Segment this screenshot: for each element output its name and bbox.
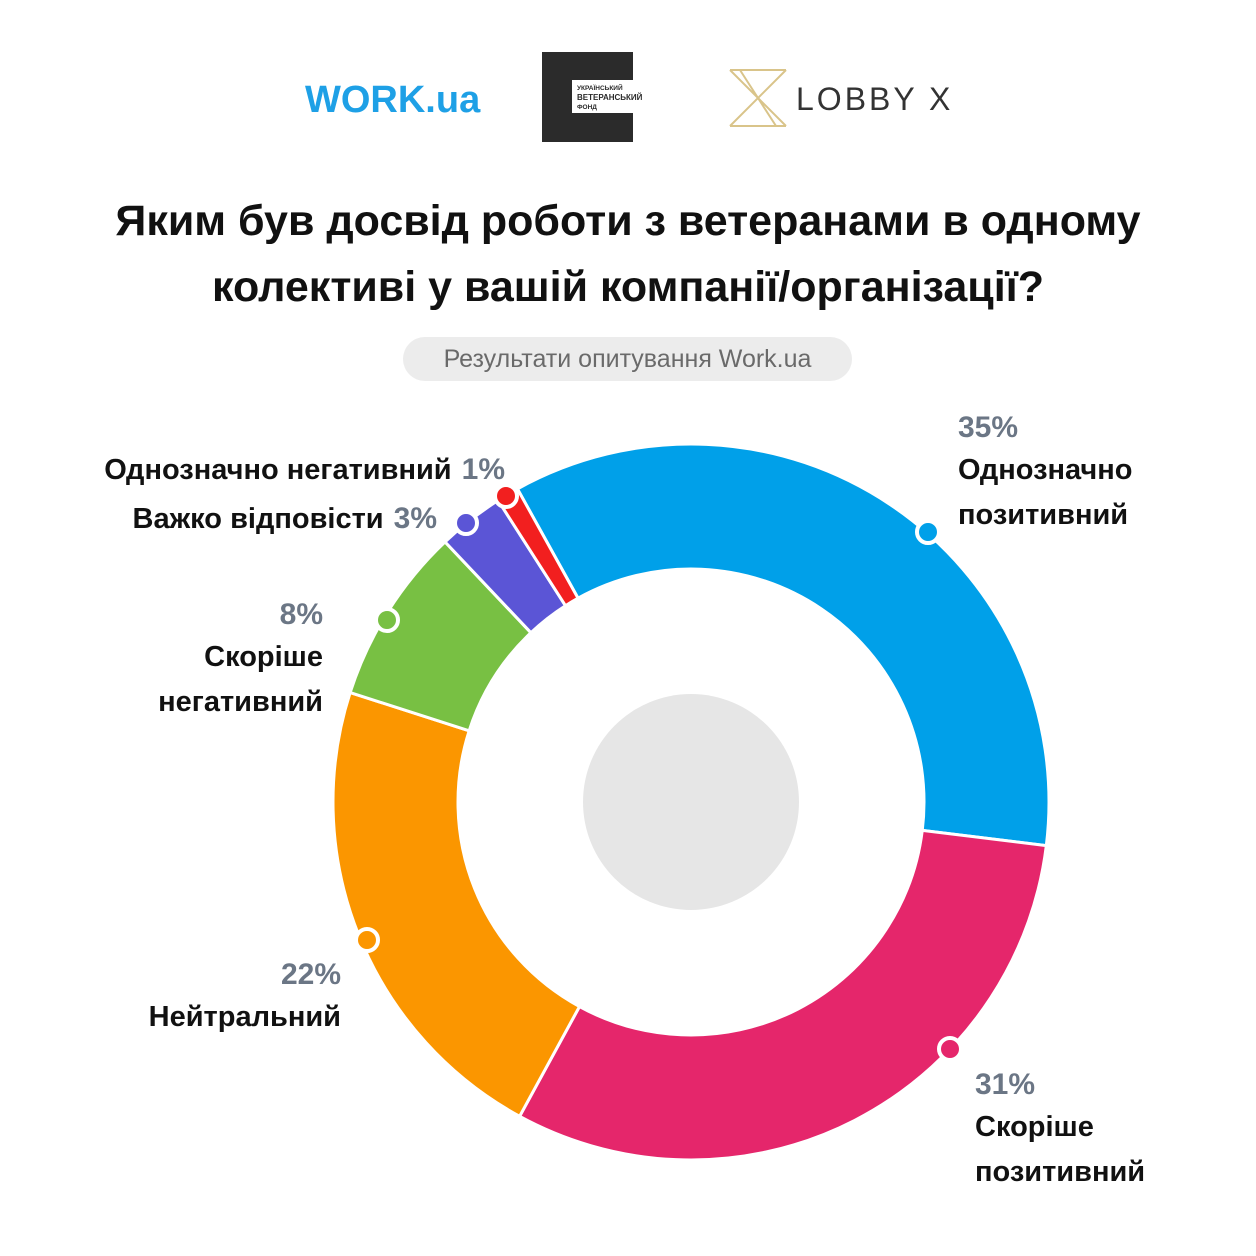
value-label: 3% [393,502,437,535]
value-label: 31% [975,1068,1036,1101]
label-dot [937,1036,963,1062]
label-dot [915,519,941,545]
label-dot [354,927,380,953]
chart-subtitle: Результати опитування Work.ua [403,337,852,381]
value-label: 1% [461,453,505,486]
logo-fund-text: ФОНД [577,104,597,111]
chart-title: Яким був досвід роботи з ветеранами в од… [115,197,1141,311]
label-dot [374,607,400,633]
logo-lobby: LOBBY X [796,81,953,117]
data-label: 35% Однозначно позитивний [958,408,1168,538]
label-dot [453,510,479,536]
center-emblem [583,694,799,910]
donut-segment [515,442,1051,848]
label-dot [493,483,519,509]
logo-fund-text: УКРАЇНСЬКИЙ [577,83,623,92]
donut-segment [517,828,1049,1162]
category-label: Однозначно негативний [104,454,452,486]
logo-fund-text: ВЕТЕРАНСЬКИЙ [577,93,643,102]
category-label: Нейтральний [148,1001,341,1033]
category-label: Важко відповісти [132,503,384,535]
donut-segment [331,690,582,1119]
logo-work: WORK.ua [305,79,481,121]
category-label: Однозначно позитивний [958,454,1133,531]
data-label: 31% Скоріше позитивний [975,1065,1185,1195]
data-label: 22% Нейтральний [81,955,341,1040]
data-label: Однозначно негативний 1% [104,448,505,493]
value-label: 35% [958,411,1019,444]
logo-lobby-icon [729,69,787,127]
value-label: 22% [280,958,341,991]
category-label: Скоріше позитивний [975,1111,1146,1188]
logo-fund-band [572,80,662,113]
value-label: 8% [279,598,323,631]
data-label: 8% Скоріше негативний [123,595,323,725]
data-label: Важко відповісти 3% [133,497,437,542]
category-label: Скоріше негативний [158,641,323,718]
